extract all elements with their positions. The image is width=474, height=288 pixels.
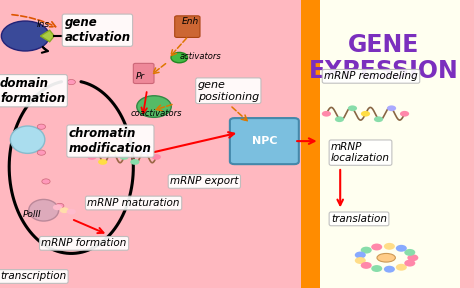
Circle shape [109,149,118,155]
Text: translation: translation [331,214,387,224]
Circle shape [171,52,188,63]
Circle shape [37,150,46,155]
Circle shape [46,100,55,105]
Circle shape [371,244,382,251]
Circle shape [361,262,372,269]
Circle shape [396,264,407,271]
Text: transcription: transcription [0,272,66,281]
Circle shape [152,154,161,160]
Text: mRNP remodeling: mRNP remodeling [324,71,418,81]
Text: activators: activators [179,52,221,61]
FancyBboxPatch shape [230,118,299,164]
Circle shape [387,105,396,111]
Circle shape [322,111,331,117]
Text: NPC: NPC [252,136,277,146]
Text: gene
positioning: gene positioning [198,80,259,101]
Circle shape [98,159,107,165]
Circle shape [37,124,46,129]
Polygon shape [301,0,319,288]
Circle shape [384,266,395,273]
Circle shape [355,257,366,264]
Circle shape [374,116,383,122]
Polygon shape [40,30,54,42]
Circle shape [119,154,129,160]
Text: Ins: Ins [37,20,50,29]
Text: GENE
EXPESSION: GENE EXPESSION [309,33,459,83]
Ellipse shape [10,126,45,154]
FancyBboxPatch shape [133,63,154,84]
Circle shape [141,149,150,155]
Circle shape [404,249,415,256]
Ellipse shape [377,253,395,262]
Text: coactivators: coactivators [131,109,182,118]
Circle shape [87,154,97,160]
Circle shape [361,247,372,253]
Text: domain
formation: domain formation [0,77,65,105]
FancyBboxPatch shape [175,16,200,37]
Circle shape [130,159,139,165]
Circle shape [348,105,357,111]
Circle shape [55,203,64,209]
Text: mRNP
localization: mRNP localization [331,142,390,164]
Circle shape [407,254,419,261]
Circle shape [400,111,409,117]
Text: Enh: Enh [182,17,199,26]
Text: mRNP formation: mRNP formation [41,238,127,248]
Bar [0,0,301,288]
Circle shape [67,209,76,215]
Text: mRNP export: mRNP export [170,177,238,186]
Bar [319,0,460,288]
Circle shape [42,179,50,184]
Circle shape [404,260,415,267]
Text: gene
activation: gene activation [64,16,130,44]
Circle shape [396,245,407,252]
Text: mRNP maturation: mRNP maturation [87,198,180,208]
Circle shape [67,79,75,85]
Circle shape [384,243,395,250]
Circle shape [371,265,382,272]
Ellipse shape [29,199,59,221]
Circle shape [60,207,69,213]
Circle shape [1,21,49,51]
Text: Pr: Pr [136,72,145,81]
Circle shape [53,204,62,210]
Ellipse shape [137,96,171,118]
Text: PolII: PolII [23,210,42,219]
Text: chromatin
modification: chromatin modification [69,127,152,155]
Circle shape [355,251,366,258]
Circle shape [361,111,370,117]
Circle shape [335,116,344,122]
